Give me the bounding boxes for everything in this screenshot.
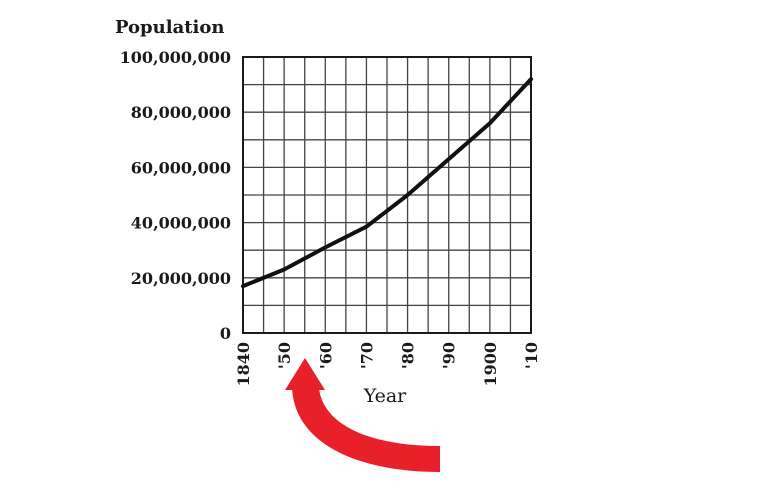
y-tick-label: 100,000,000 [120,48,231,67]
x-tick-labels: 1840 '50 '60 '70 '80 '90 1900 '10 [234,342,541,387]
x-tick-label: '50 [275,342,294,369]
x-tick-label: '10 [522,342,541,369]
x-tick-label: '60 [316,342,335,369]
red-arrow-head [285,358,325,390]
red-arrow-annotation [285,358,440,472]
x-tick-label: '80 [399,342,418,369]
red-arrow-shaft [292,388,440,472]
x-tick-label: 1840 [234,342,253,387]
y-tick-label: 80,000,000 [131,103,231,122]
y-tick-label: 40,000,000 [131,214,231,233]
x-axis-title: Year [363,385,407,407]
y-tick-label: 60,000,000 [131,158,231,177]
y-tick-label: 0 [220,324,231,343]
y-axis-title: Population [115,17,224,38]
plot-frame [242,56,532,334]
x-tick-label: 1900 [481,342,500,387]
y-tick-labels: 0 20,000,000 40,000,000 60,000,000 80,000,00… [120,48,231,343]
grid [243,57,531,333]
population-line [241,77,533,289]
y-tick-label: 20,000,000 [131,269,231,288]
x-tick-label: '70 [357,342,376,369]
x-tick-label: '90 [440,342,459,369]
